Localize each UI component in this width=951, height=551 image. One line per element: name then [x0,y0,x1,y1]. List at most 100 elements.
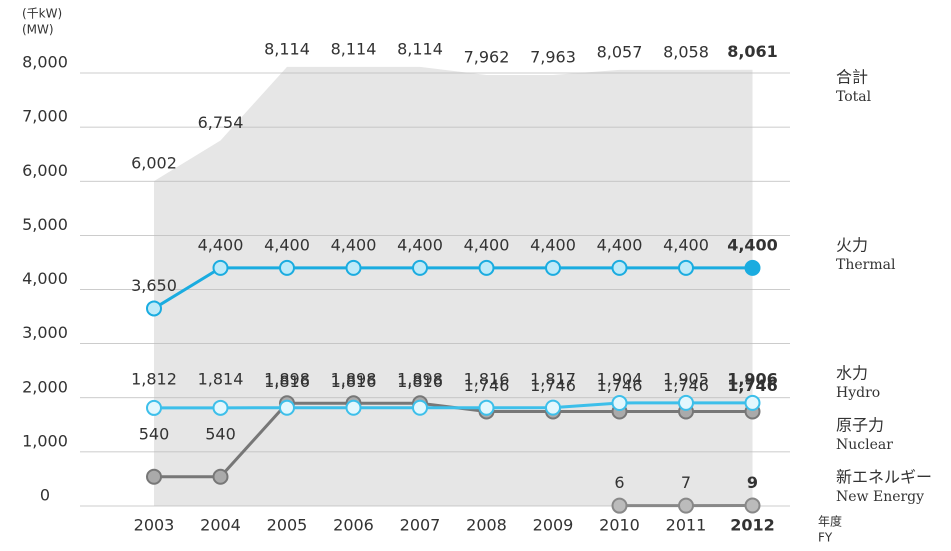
x-tick-label: 2010 [599,516,640,535]
data-label: 4,400 [663,235,709,254]
x-tick-label: 2012 [730,516,775,535]
marker [146,399,162,416]
legend-label: 水力 [836,364,868,383]
data-label: 4,400 [331,235,377,254]
data-label: 1,904 [597,370,643,389]
data-label: 8,114 [331,39,377,58]
data-label: 1,898 [331,370,377,389]
data-label: 6 [614,473,624,492]
data-label: 1,898 [397,370,443,389]
x-tick-label: 2011 [666,516,707,535]
marker [678,394,694,411]
marker [611,394,628,411]
y-tick-label: 7,000 [22,107,68,126]
data-label: 8,061 [727,42,778,61]
legend-label: 原子力 [836,416,884,435]
data-label: 4,400 [198,235,244,254]
legend-label: 合計 [836,68,868,87]
marker [212,468,229,485]
legend-label: 火力 [836,236,868,255]
data-label: 1,816 [397,372,443,391]
data-label: 7,963 [530,48,576,67]
y-tick-label: 5,000 [22,215,68,234]
data-label: 540 [205,425,236,444]
data-label: 540 [139,425,170,444]
marker [678,497,694,514]
marker [744,497,761,514]
data-label: 1,814 [198,370,244,389]
data-label: 1,746 [597,376,643,395]
data-label: 1,812 [131,370,177,389]
data-label: 1,746 [530,376,576,395]
y-tick-label: 4,000 [22,269,68,288]
legend-label-en: Hydro [836,385,880,401]
x-tick-label: 2004 [200,516,241,535]
marker [212,399,229,416]
data-label: 6,002 [131,154,177,173]
data-label: 8,057 [597,42,643,61]
data-label: 1,746 [727,376,778,395]
marker [678,259,694,276]
x-tick-label: 2009 [533,516,574,535]
data-label: 1,746 [464,376,510,395]
data-label: 1,898 [264,370,310,389]
marker [345,259,362,276]
marker [611,259,628,276]
data-label: 9 [747,473,758,492]
data-label: 4,400 [464,235,510,254]
x-tick-label: 2008 [466,516,507,535]
data-label: 8,114 [397,39,443,58]
data-label: 1,746 [663,376,709,395]
data-label: 1,816 [464,370,510,389]
marker [545,399,561,416]
marker [478,399,495,416]
x-tick-label: 2007 [400,516,441,535]
legend-label-en: Nuclear [836,437,893,453]
data-label: 1,816 [331,372,377,391]
marker [412,259,428,276]
data-label: 8,058 [663,42,709,61]
series-line [153,401,753,410]
data-label: 1,906 [727,370,778,389]
marker [146,468,162,485]
x-tick-label: 2006 [333,516,374,535]
marker [412,399,428,416]
data-label: 7,962 [464,48,510,67]
data-label: 4,400 [397,235,443,254]
marker [611,497,628,514]
x-tick-label: 2003 [134,516,175,535]
marker [212,259,229,276]
x-tick-label: 2005 [267,516,308,535]
data-label: 4,400 [264,235,310,254]
legend-label-en: New Energy [836,489,924,505]
y-axis-label: (千kW) [22,7,62,21]
marker [545,259,561,276]
total-area [154,66,753,507]
legend-label-en: Total [836,89,872,105]
data-label: 7 [681,473,691,492]
x-axis-label: 年度 [818,514,842,529]
y-tick-label: 1,000 [22,431,68,450]
data-label: 6,754 [198,113,244,132]
data-label: 1,905 [663,370,709,389]
y-tick-label: 0 [40,486,50,505]
data-label: 4,400 [597,235,643,254]
data-label: 4,400 [727,235,778,254]
data-label: 8,114 [264,39,310,58]
y-tick-label: 8,000 [22,53,68,72]
y-tick-label: 2,000 [22,377,68,396]
marker [345,399,362,416]
marker [146,300,162,317]
y-tick-label: 3,000 [22,323,68,342]
marker [478,259,495,276]
legend-label-en: Thermal [836,257,896,273]
series-line [153,266,753,310]
marker [279,399,295,416]
data-label: 3,650 [131,276,177,295]
legend-label: 新エネルギー [836,468,932,487]
marker [279,259,295,276]
data-label: 1,816 [264,372,310,391]
y-axis-label: (MW) [22,23,54,37]
x-axis-label: FY [818,531,833,545]
marker [744,259,761,276]
